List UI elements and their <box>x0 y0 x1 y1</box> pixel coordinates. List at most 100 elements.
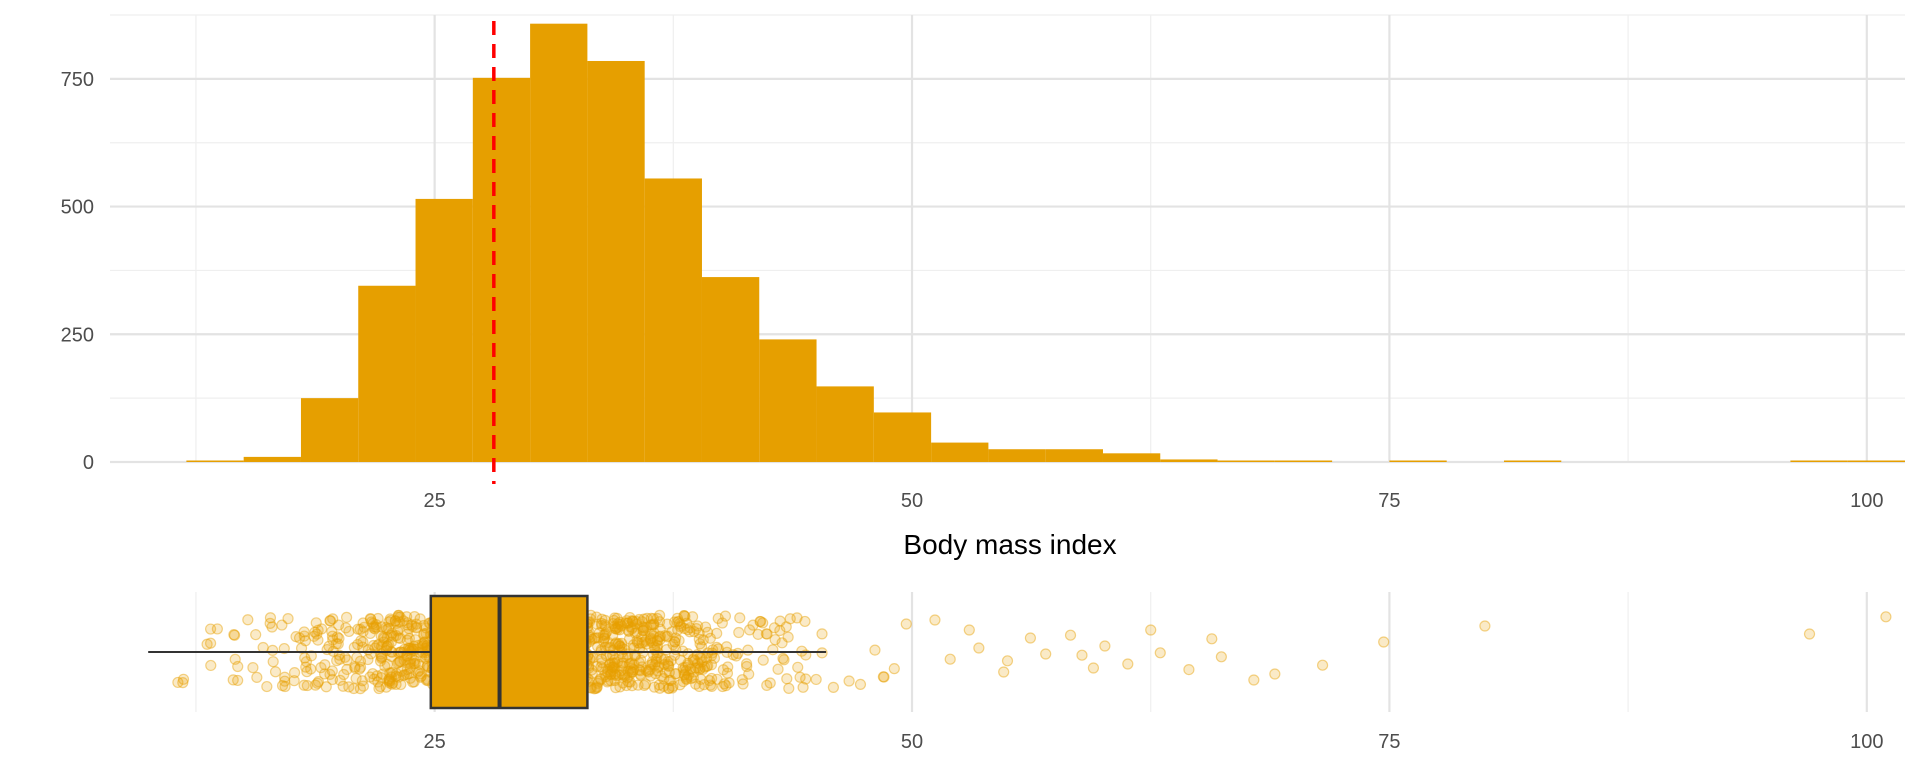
jitter-point <box>364 613 377 625</box>
jitter-point <box>365 616 378 628</box>
jitter-point <box>201 638 213 650</box>
jitter-point <box>697 663 709 675</box>
jitter-point <box>331 631 343 643</box>
histogram-bar <box>243 456 301 462</box>
jitter-point <box>357 636 369 648</box>
jitter-point <box>627 615 639 628</box>
jitter-point <box>644 628 657 640</box>
jitter-point <box>622 617 635 629</box>
jitter-point <box>380 642 392 654</box>
jitter-point <box>734 612 746 624</box>
jitter-point <box>703 674 715 687</box>
jitter-point <box>604 668 617 681</box>
jitter-point <box>380 621 392 634</box>
jitter-point <box>312 634 324 646</box>
jitter-point <box>311 628 323 640</box>
histogram-x-axis-title: Body mass index <box>903 529 1116 560</box>
jitter-point <box>250 629 262 641</box>
jitter-point <box>401 617 413 629</box>
jitter-point <box>408 611 421 623</box>
jitter-point <box>385 671 397 683</box>
jitter-point <box>373 638 385 650</box>
jitter-point <box>589 682 602 695</box>
jitter-point <box>644 633 656 645</box>
jitter-point <box>591 681 603 693</box>
jitter-point <box>251 671 263 683</box>
jitter-point <box>1215 651 1227 663</box>
histogram-x-tick-label: 75 <box>1378 490 1400 512</box>
jitter-point <box>625 665 637 678</box>
jitter-point <box>644 635 657 647</box>
jitter-point <box>371 639 383 652</box>
jitter-point <box>625 662 638 674</box>
histogram-panel: 0 250 500 750 25 50 75 100 Body mass index <box>61 14 1905 560</box>
jitter-point <box>621 672 633 684</box>
jitter-point <box>232 674 244 687</box>
jitter-point <box>385 667 397 679</box>
jitter-point <box>386 678 398 690</box>
jitter-point <box>778 654 790 666</box>
histogram-bar <box>530 23 588 463</box>
jitter-point <box>612 623 624 636</box>
jitter-point <box>392 671 405 683</box>
jitter-point <box>378 632 390 644</box>
jitter-point <box>316 623 328 635</box>
jitter-point <box>409 634 422 646</box>
jitter-point <box>721 667 734 679</box>
jitter-point <box>622 676 635 688</box>
jitter-point <box>353 663 366 675</box>
jitter-point <box>300 661 312 673</box>
jitter-point <box>704 679 717 691</box>
jitter-point <box>384 613 396 625</box>
jitter-point <box>627 615 639 628</box>
jitter-point <box>651 665 664 677</box>
jitter-point <box>639 678 652 690</box>
jitter-point <box>768 622 781 634</box>
jitter-point <box>609 638 621 650</box>
jitter-point <box>666 626 678 638</box>
jitter-point <box>1040 648 1052 660</box>
histogram-bar <box>415 198 473 462</box>
jitter-point <box>602 666 614 678</box>
jitter-point <box>612 621 624 633</box>
jitter-point <box>666 682 678 694</box>
jitter-point <box>621 615 633 627</box>
jitter-point <box>636 637 648 649</box>
jitter-point <box>617 657 629 669</box>
jitter-point <box>761 679 773 691</box>
jitter-point <box>649 644 661 656</box>
jitter-point <box>592 677 604 689</box>
jitter-point <box>682 624 694 636</box>
jitter-point <box>609 657 621 669</box>
jitter-point <box>638 613 650 625</box>
jitter-point <box>680 673 693 686</box>
jitter-point <box>591 618 603 630</box>
jitter-point <box>677 675 689 688</box>
jitter-point <box>680 665 692 677</box>
histogram-y-tick-labels: 0 250 500 750 <box>61 69 94 474</box>
jitter-point <box>341 663 353 676</box>
jitter-point <box>377 668 389 680</box>
jitter-point <box>364 671 376 683</box>
jitter-point <box>648 618 660 630</box>
jitter-point <box>391 625 403 637</box>
jitter-point <box>323 640 335 652</box>
jitter-point <box>705 650 718 662</box>
jitter-point <box>389 615 401 627</box>
jitter-point <box>816 628 828 640</box>
jitter-point <box>674 679 686 691</box>
jitter-point <box>669 668 682 680</box>
jitter-point <box>310 617 322 629</box>
jitter-point <box>599 629 611 641</box>
jitter-point <box>757 617 769 629</box>
jitter-point <box>375 641 388 653</box>
jitter-point <box>383 673 395 685</box>
jitter-point <box>402 642 414 654</box>
jitter-point <box>694 662 706 675</box>
jitter-point <box>652 661 664 674</box>
jitter-point <box>693 680 705 693</box>
jitter-point <box>401 650 413 662</box>
jitter-point <box>232 660 244 673</box>
jitter-point <box>378 636 390 648</box>
jitter-point <box>403 642 415 654</box>
